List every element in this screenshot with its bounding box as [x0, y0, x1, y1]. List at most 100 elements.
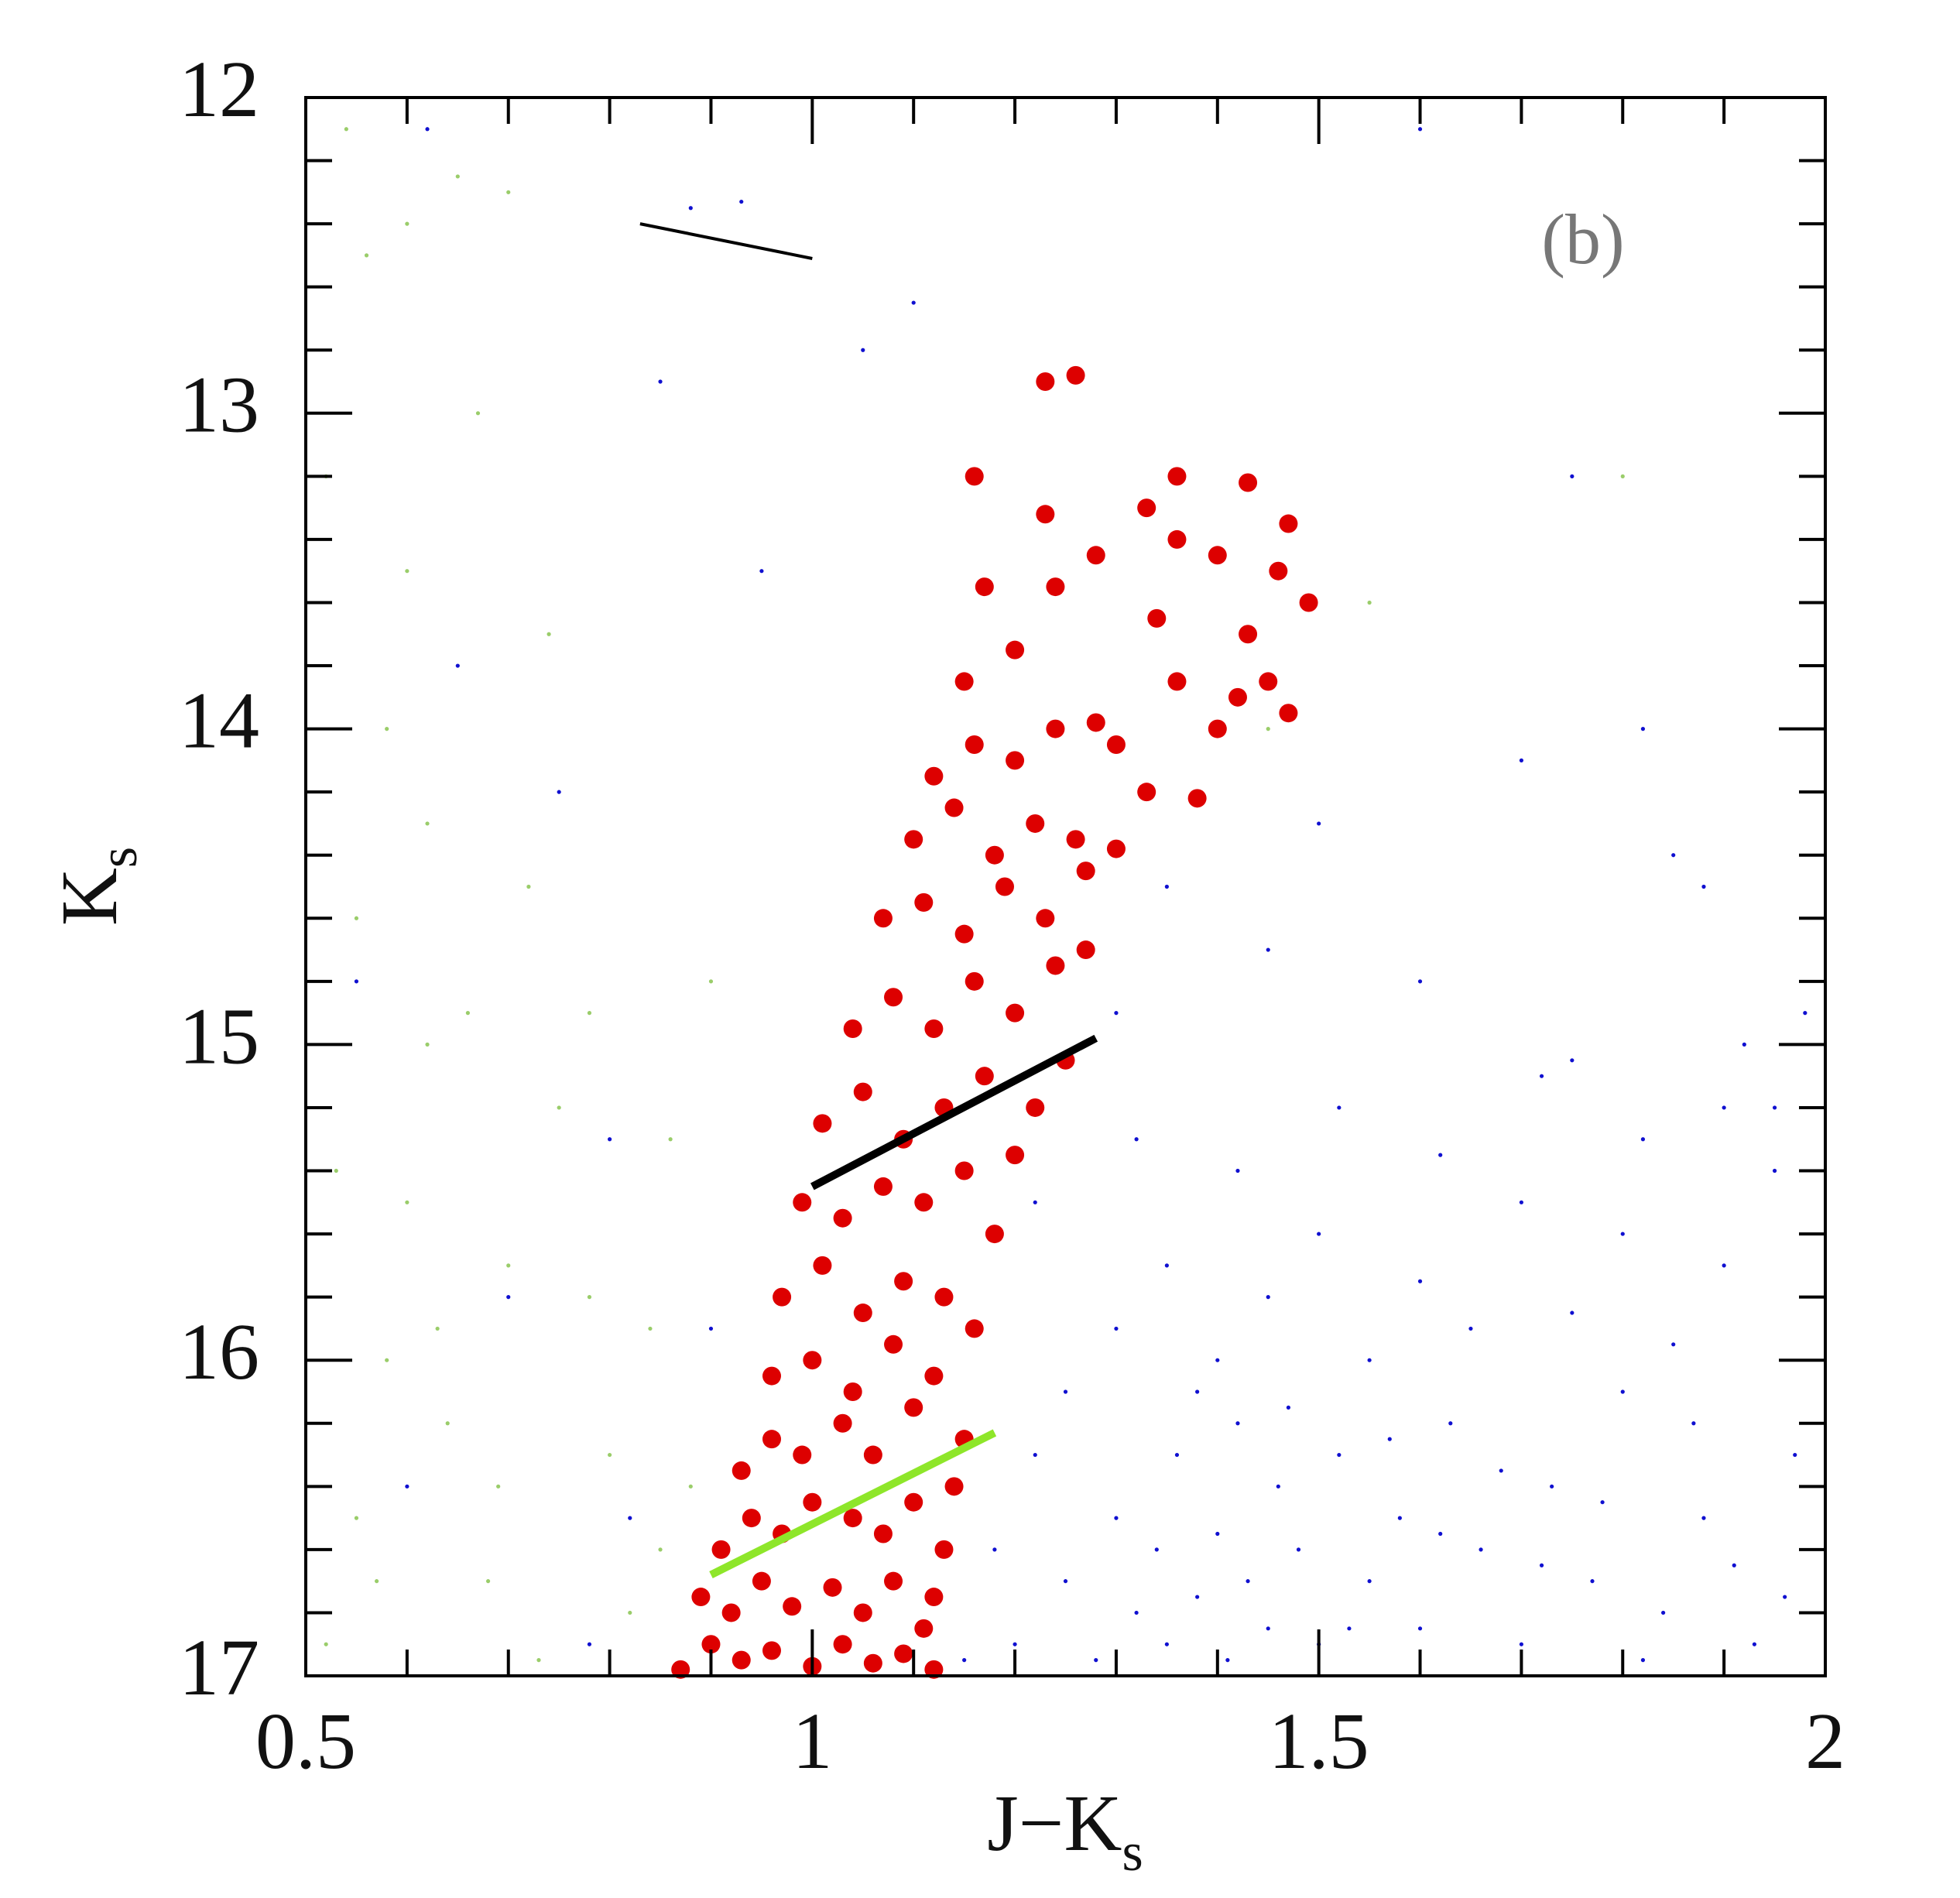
data-point: [904, 1492, 923, 1512]
data-point: [1026, 1098, 1045, 1117]
data-point: [711, 1540, 731, 1559]
data-point: [954, 924, 974, 944]
data-point: [1036, 909, 1055, 928]
data-point: [1164, 1263, 1169, 1268]
data-point: [742, 1509, 761, 1528]
data-point: [1006, 751, 1025, 770]
data-point: [1550, 1484, 1554, 1489]
data-point: [668, 1137, 673, 1142]
data-point: [608, 1452, 612, 1458]
y-tick-label: 16: [179, 1307, 259, 1396]
data-point: [354, 1516, 359, 1520]
data-point: [904, 1398, 923, 1417]
data-point: [688, 206, 693, 211]
data-point: [894, 1272, 913, 1291]
data-point: [385, 727, 389, 731]
data-point: [1154, 1547, 1159, 1552]
data-point: [985, 845, 1004, 865]
data-point: [1661, 1610, 1666, 1615]
data-point: [1317, 821, 1321, 826]
data-point: [1276, 1484, 1280, 1489]
data-point: [1046, 719, 1065, 738]
data-point: [1239, 625, 1258, 644]
data-point: [1134, 1610, 1139, 1615]
data-point: [1114, 1326, 1119, 1331]
data-point: [1286, 1405, 1291, 1410]
data-point: [1026, 814, 1045, 833]
data-point: [995, 877, 1014, 896]
data-point: [992, 1547, 997, 1552]
data-point: [547, 632, 551, 636]
data-point: [587, 1011, 592, 1016]
data-point: [1701, 1516, 1706, 1520]
x-tick-label: 1.5: [1269, 1697, 1369, 1786]
data-point: [465, 1011, 470, 1016]
data-point: [924, 1366, 944, 1386]
data-point: [628, 1516, 632, 1520]
data-point: [1167, 529, 1187, 549]
data-point: [405, 221, 409, 226]
plot-area: [324, 127, 1808, 1679]
data-point: [944, 798, 964, 817]
data-point: [1063, 1579, 1068, 1584]
data-point: [354, 916, 359, 920]
x-axis-label-sub: s: [1122, 1823, 1143, 1883]
data-point: [833, 1413, 852, 1433]
data-point: [344, 127, 348, 132]
data-point: [1570, 1310, 1575, 1315]
data-point: [1279, 514, 1298, 533]
data-point: [1167, 672, 1187, 691]
data-point: [405, 1200, 409, 1204]
data-point: [853, 1304, 872, 1323]
data-point: [354, 979, 359, 984]
data-point: [1239, 473, 1258, 492]
data-point: [1187, 789, 1207, 808]
y-axis-label: Ks: [45, 847, 149, 926]
data-point: [813, 1114, 832, 1133]
data-point: [1006, 1146, 1025, 1165]
data-point: [1106, 735, 1126, 754]
data-point: [793, 1445, 812, 1465]
data-point: [1279, 704, 1298, 723]
data-point: [1337, 1105, 1342, 1110]
data-point: [1076, 862, 1095, 881]
data-point: [324, 1642, 328, 1646]
data-point: [1519, 1200, 1523, 1204]
data-point: [759, 569, 764, 574]
data-point: [884, 1571, 903, 1591]
data-point: [1046, 956, 1065, 975]
data-point: [965, 1319, 984, 1338]
data-point: [732, 1461, 751, 1480]
data-point: [762, 1641, 781, 1660]
x-axis-label: J−Ks: [987, 1779, 1143, 1883]
data-point: [853, 1603, 872, 1622]
data-point: [861, 348, 865, 352]
data-point: [954, 1161, 974, 1180]
data-point: [1215, 1358, 1220, 1362]
data-point: [1417, 1626, 1423, 1631]
data-point: [1266, 727, 1270, 731]
data-point: [506, 190, 511, 194]
data-point: [526, 884, 531, 889]
data-point: [455, 663, 460, 668]
data-point: [1269, 561, 1288, 581]
data-point: [1137, 498, 1156, 518]
data-point: [425, 127, 430, 132]
data-point: [1195, 1595, 1200, 1599]
data-point: [1066, 365, 1085, 385]
data-point: [803, 1351, 822, 1370]
data-point: [1013, 1642, 1017, 1646]
data-point: [1367, 1358, 1372, 1362]
data-point: [1235, 1421, 1240, 1426]
data-point: [1266, 1626, 1270, 1631]
data-point: [863, 1445, 882, 1465]
data-point: [1266, 947, 1270, 952]
data-point: [1114, 1516, 1119, 1520]
data-point: [1783, 1595, 1787, 1599]
data-point: [1147, 608, 1167, 628]
data-point: [944, 1477, 964, 1496]
data-point: [1640, 1137, 1646, 1142]
data-point: [1397, 1516, 1402, 1520]
data-point: [1519, 758, 1523, 762]
